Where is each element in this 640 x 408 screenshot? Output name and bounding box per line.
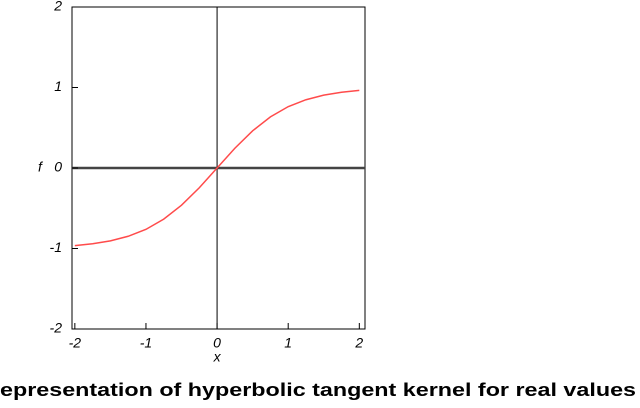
- x-tick-label: 0: [213, 335, 221, 351]
- x-tick-label: 1: [284, 335, 292, 351]
- x-tick-label: -1: [140, 335, 152, 351]
- y-tick-label: 0: [54, 159, 62, 175]
- caption: epresentation of hyperbolic tangent kern…: [0, 380, 636, 400]
- x-tick-label: 2: [354, 335, 363, 351]
- y-tick-label: -2: [50, 320, 63, 336]
- x-tick-label: -2: [69, 335, 82, 351]
- y-tick-label: 2: [53, 0, 62, 14]
- y-tick-label: 1: [54, 78, 62, 94]
- y-axis-label: f: [38, 159, 44, 175]
- y-tick-label: -1: [50, 239, 62, 255]
- line: [74, 89, 360, 247]
- x-axis-label: x: [213, 349, 222, 365]
